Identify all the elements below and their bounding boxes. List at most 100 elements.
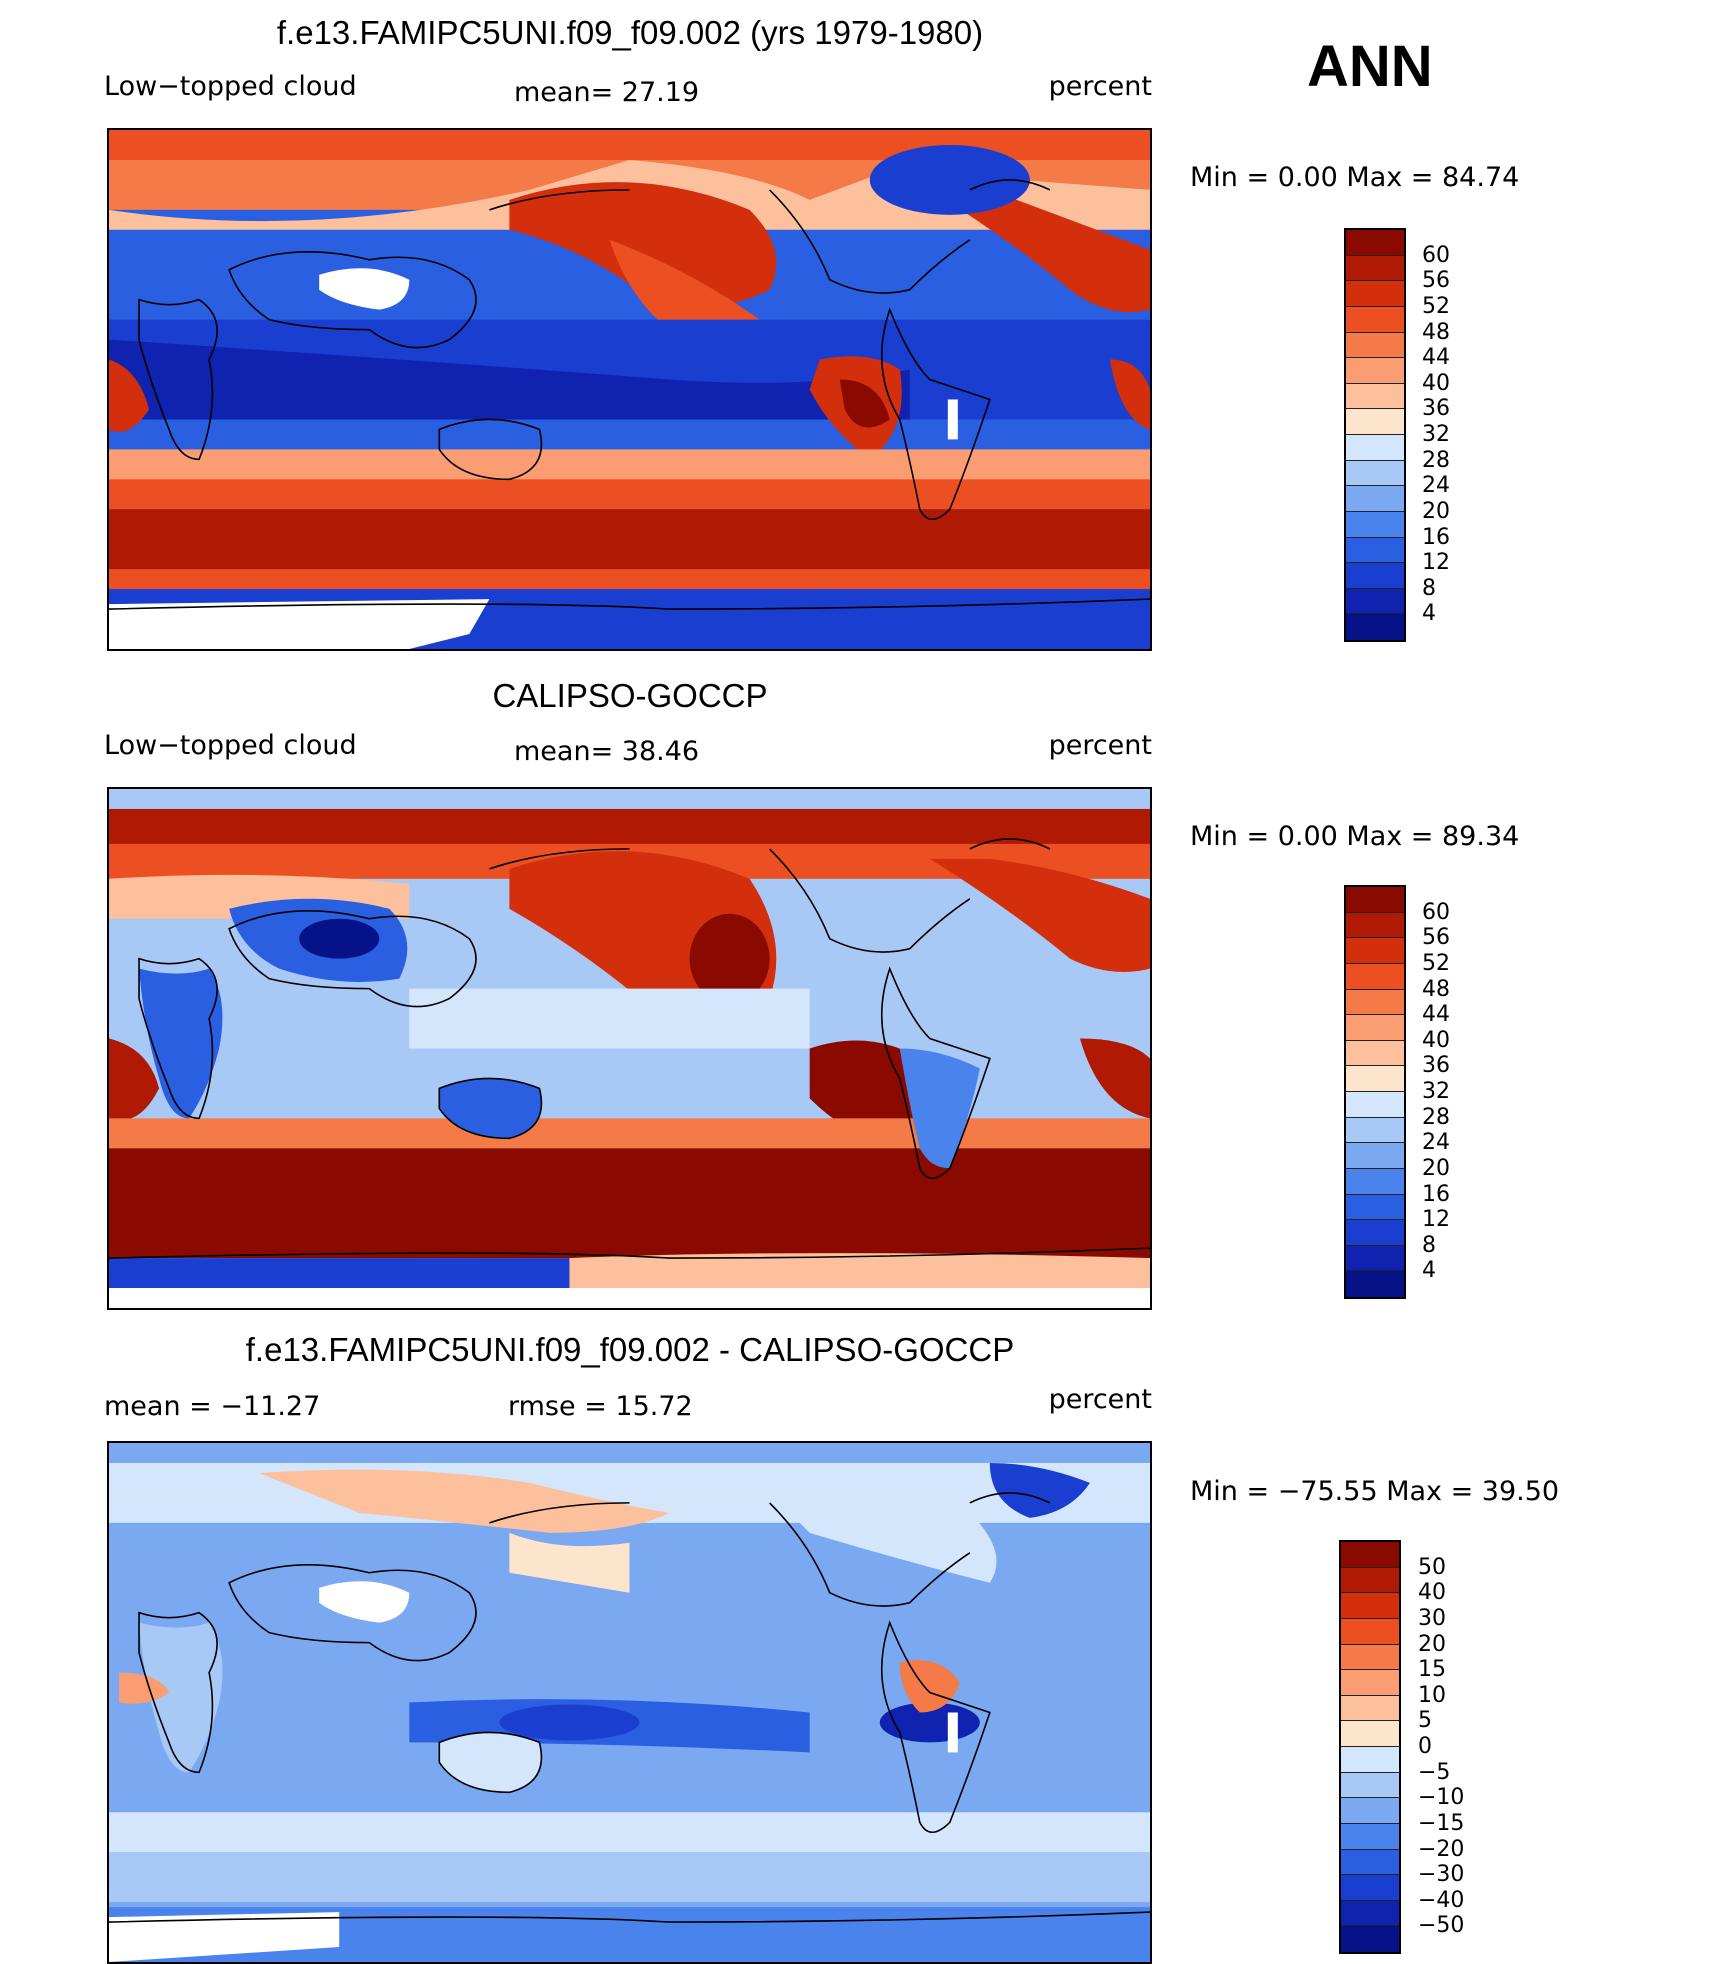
colorbar-tick-label: 8 [1422,1232,1436,1258]
colorbar-tick-label: 40 [1422,1027,1450,1053]
colorbar-swatch [1346,255,1404,282]
colorbar-swatch [1346,409,1404,435]
colorbar-tick-label: 52 [1422,293,1450,319]
colorbar-tick-label: 12 [1422,1207,1450,1233]
colorbar-swatch [1341,1823,1399,1850]
panel-3-map-field [109,1443,1150,1962]
colorbar-tick-label: 56 [1422,268,1450,294]
colorbar-tick-label: 50 [1418,1554,1446,1580]
colorbar-swatch [1341,1849,1399,1876]
colorbar-swatch [1346,1194,1404,1221]
colorbar-tick-label: 30 [1418,1605,1446,1631]
panel-1-units-label: percent [1048,71,1152,102]
colorbar-swatch [1341,1747,1399,1773]
panel-1-map [107,128,1152,651]
colorbar-tick-label: 60 [1422,899,1450,925]
colorbar-swatch [1341,1567,1399,1594]
colorbar-tick-label: 8 [1422,575,1436,601]
colorbar-swatch [1346,332,1404,359]
colorbar-tick-label: 36 [1422,1053,1450,1079]
panel-2-mean-label: mean= 38.46 [514,736,700,767]
colorbar-tick-label: −30 [1418,1862,1465,1888]
colorbar-tick-label: 36 [1422,396,1450,422]
colorbar-tick-label: 44 [1422,1002,1450,1028]
colorbar-tick-label: 10 [1418,1682,1446,1708]
colorbar-tick-label: 20 [1422,498,1450,524]
colorbar-swatch [1346,435,1404,461]
colorbar-tick-label: −15 [1418,1810,1465,1836]
colorbar-swatch [1341,1798,1399,1824]
panel-3-colorbar [1339,1540,1401,1954]
colorbar-swatch [1346,563,1404,589]
colorbar-swatch [1346,912,1404,939]
colorbar-tick-label: 60 [1422,242,1450,268]
season-label: ANN [1307,34,1433,99]
colorbar-swatch [1346,887,1404,913]
colorbar-tick-label: 4 [1422,1258,1436,1284]
colorbar-tick-label: 44 [1422,345,1450,371]
panel-3-mean-label: mean = −11.27 [104,1391,321,1422]
panel-1-colorbar [1344,228,1406,642]
colorbar-swatch [1341,1542,1399,1568]
colorbar-swatch [1346,588,1404,615]
colorbar-tick-label: 52 [1422,950,1450,976]
colorbar-tick-label: −20 [1418,1836,1465,1862]
panel-2-colorbar [1344,885,1406,1299]
colorbar-swatch [1346,1092,1404,1118]
colorbar-tick-label: 5 [1418,1708,1432,1734]
colorbar-tick-label: 32 [1422,422,1450,447]
colorbar-swatch [1341,1875,1399,1901]
colorbar-swatch [1341,1721,1399,1747]
panel-3-rmse-label: rmse = 15.72 [508,1391,693,1422]
colorbar-swatch [1341,1900,1399,1927]
colorbar-tick-label: 32 [1422,1079,1450,1104]
colorbar-swatch [1346,460,1404,487]
colorbar-tick-label: −5 [1418,1759,1451,1785]
panel-2-map-field [109,789,1150,1308]
colorbar-swatch [1341,1772,1399,1799]
colorbar-swatch [1346,1220,1404,1246]
panel-1-title: f.e13.FAMIPC5UNI.f09_f09.002 (yrs 1979-1… [276,14,984,51]
colorbar-swatch [1346,281,1404,307]
colorbar-swatch [1346,230,1404,256]
colorbar-tick-label: 48 [1422,319,1450,345]
colorbar-tick-label: 16 [1422,524,1450,550]
colorbar-tick-label: 28 [1422,1104,1450,1130]
panel-2-variable-label: Low−topped cloud [104,730,357,761]
panel-1-mean-label: mean= 27.19 [514,77,700,108]
colorbar-tick-label: 0 [1418,1734,1432,1759]
colorbar-swatch [1346,306,1404,333]
panel-2-minmax: Min = 0.00 Max = 89.34 [1190,821,1520,852]
colorbar-tick-label: 24 [1422,473,1450,499]
colorbar-tick-label: 4 [1422,601,1436,627]
colorbar-swatch [1341,1670,1399,1696]
colorbar-tick-label: 16 [1422,1181,1450,1207]
panel-1-minmax: Min = 0.00 Max = 84.74 [1190,162,1520,193]
colorbar-tick-label: 12 [1422,550,1450,576]
colorbar-swatch [1346,1245,1404,1272]
panel-2-units-label: percent [1048,730,1152,761]
colorbar-swatch [1346,358,1404,384]
colorbar-swatch [1346,537,1404,564]
panel-3-minmax: Min = −75.55 Max = 39.50 [1190,1476,1560,1507]
colorbar-swatch [1346,938,1404,964]
colorbar-swatch [1346,511,1404,538]
colorbar-swatch [1346,1143,1404,1169]
panel-3-units-label: percent [1048,1384,1152,1415]
colorbar-tick-label: −50 [1418,1913,1465,1939]
colorbar-tick-label: 56 [1422,925,1450,951]
colorbar-swatch [1346,614,1404,640]
colorbar-tick-label: 20 [1422,1155,1450,1181]
colorbar-tick-label: −10 [1418,1785,1465,1811]
colorbar-swatch [1346,486,1404,512]
colorbar-swatch [1346,383,1404,410]
colorbar-swatch [1341,1593,1399,1619]
colorbar-swatch [1346,989,1404,1016]
colorbar-swatch [1341,1695,1399,1722]
panel-2-title: CALIPSO-GOCCP [492,677,768,714]
colorbar-tick-label: −40 [1418,1887,1465,1913]
colorbar-swatch [1341,1644,1399,1671]
colorbar-tick-label: 48 [1422,976,1450,1002]
colorbar-swatch [1346,1040,1404,1067]
panel-3-map [107,1441,1152,1964]
